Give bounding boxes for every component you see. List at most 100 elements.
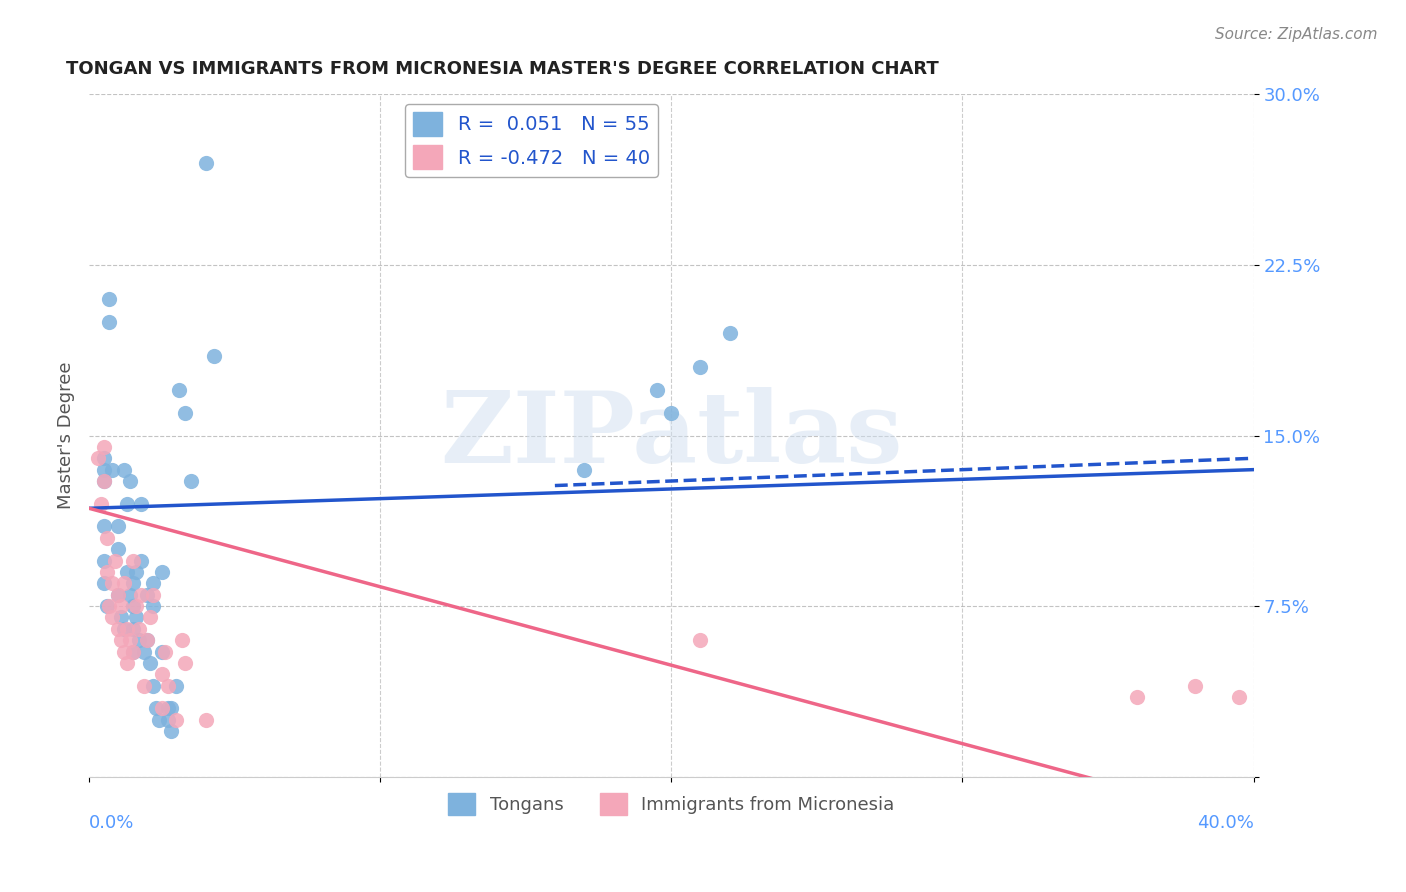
Point [112,644,135,658]
Point [107,622,129,636]
Point [142,679,165,693]
Point [93,474,115,488]
Point [159,701,181,715]
Point [645,383,668,397]
Text: 40.0%: 40.0% [1197,814,1254,832]
Point [156,679,179,693]
Point [121,644,143,658]
Point [136,633,159,648]
Point [174,656,197,670]
Point [93,463,115,477]
Point [150,565,173,579]
Point [121,622,143,636]
Point [87,451,110,466]
Point [131,497,153,511]
Point [169,383,191,397]
Point [110,633,132,648]
Point [128,622,150,636]
Point [142,576,165,591]
Point [572,463,595,477]
Point [112,576,135,591]
Point [104,553,127,567]
Point [150,667,173,681]
Point [98,599,121,613]
Point [90,497,112,511]
Point [145,701,167,715]
Point [121,599,143,613]
Point [115,622,138,636]
Point [121,553,143,567]
Point [1184,679,1206,693]
Point [174,406,197,420]
Point [689,360,711,375]
Point [124,610,146,624]
Point [142,599,165,613]
Point [98,315,121,329]
Text: ZIPatlas: ZIPatlas [440,387,903,484]
Point [128,633,150,648]
Point [180,474,202,488]
Point [148,713,170,727]
Point [118,474,141,488]
Point [107,588,129,602]
Point [118,633,141,648]
Point [107,519,129,533]
Point [107,542,129,557]
Point [96,565,118,579]
Point [124,565,146,579]
Point [118,588,141,602]
Point [172,633,194,648]
Point [153,644,176,658]
Point [159,724,181,739]
Point [93,440,115,454]
Point [150,701,173,715]
Point [115,656,138,670]
Point [121,644,143,658]
Point [156,713,179,727]
Point [101,576,124,591]
Point [194,713,217,727]
Point [139,610,162,624]
Text: Source: ZipAtlas.com: Source: ZipAtlas.com [1215,27,1378,42]
Point [110,599,132,613]
Point [96,531,118,545]
Y-axis label: Master's Degree: Master's Degree [58,362,75,509]
Point [93,519,115,533]
Point [202,349,225,363]
Point [136,633,159,648]
Point [136,588,159,602]
Point [165,713,187,727]
Point [1227,690,1250,704]
Point [124,599,146,613]
Point [112,622,135,636]
Point [718,326,741,341]
Point [194,155,217,169]
Point [131,588,153,602]
Point [134,644,156,658]
Point [115,497,138,511]
Point [93,451,115,466]
Point [107,588,129,602]
Text: TONGAN VS IMMIGRANTS FROM MICRONESIA MASTER'S DEGREE CORRELATION CHART: TONGAN VS IMMIGRANTS FROM MICRONESIA MAS… [66,60,939,78]
Point [142,588,165,602]
Point [101,610,124,624]
Point [112,463,135,477]
Point [96,599,118,613]
Point [1126,690,1149,704]
Point [659,406,682,420]
Point [134,679,156,693]
Point [165,679,187,693]
Text: 0.0%: 0.0% [89,814,135,832]
Legend: Tongans, Immigrants from Micronesia: Tongans, Immigrants from Micronesia [441,786,901,822]
Point [150,644,173,658]
Point [121,576,143,591]
Point [139,656,162,670]
Point [98,292,121,306]
Point [93,474,115,488]
Point [115,565,138,579]
Point [101,463,124,477]
Point [689,633,711,648]
Point [93,553,115,567]
Point [93,576,115,591]
Point [131,553,153,567]
